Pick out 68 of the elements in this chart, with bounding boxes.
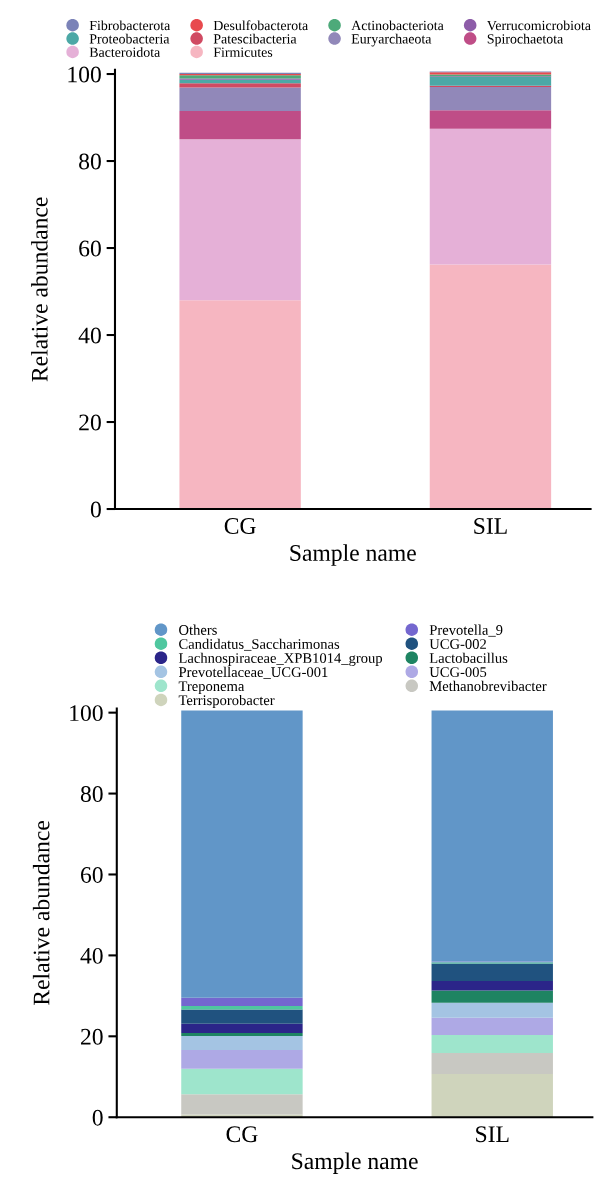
bar <box>179 87 301 111</box>
x-axis-title: Sample name <box>292 1152 418 1174</box>
legend-label: Firmicutes <box>213 47 273 57</box>
x-axis-title: Sample name <box>290 544 416 566</box>
y-tick-label: 40 <box>78 327 101 344</box>
y-axis-title: Relative abundance <box>31 197 48 382</box>
bar <box>431 990 553 1003</box>
y-tick-label: 0 <box>92 1109 103 1126</box>
legend-label: Bacteroidota <box>89 47 161 57</box>
legend-label: Treponema <box>178 681 245 695</box>
legend-label: Methanobrevibacter <box>429 680 547 692</box>
legend-label: Verrucomicrobiota <box>487 20 591 31</box>
legend-label: Others <box>179 624 217 635</box>
bar <box>431 963 553 981</box>
bar <box>181 1009 303 1024</box>
legend-label: Desulfobacterota <box>213 20 308 31</box>
legend-label: Euryarchaeota <box>351 33 432 47</box>
bar <box>431 1035 553 1053</box>
y-tick-label: 40 <box>80 947 103 964</box>
bar <box>181 1050 303 1069</box>
legend-label: Spirochaetota <box>487 33 564 47</box>
bar <box>431 710 553 962</box>
y-tick-label: 100 <box>70 705 103 722</box>
x-tick-label: SIL <box>474 518 507 534</box>
bar <box>181 997 303 1006</box>
y-tick-label: 0 <box>90 501 101 518</box>
y-tick-label: 80 <box>80 786 103 802</box>
legend-label: Candidatus_Saccharimonas <box>179 638 340 651</box>
bar <box>429 87 552 111</box>
bar <box>181 1005 303 1010</box>
x-tick-label: CG <box>226 1126 258 1143</box>
y-tick-label: 60 <box>81 866 103 883</box>
bar <box>429 264 552 510</box>
y-axis-title: Relative abundance <box>32 820 50 1005</box>
legend-label: Lachnospiraceae_XPB1014_group <box>178 652 383 666</box>
bar <box>181 1035 303 1051</box>
bar <box>179 83 301 88</box>
legend-label: UCG-005 <box>429 667 487 678</box>
legend-label: Actinobacteriota <box>351 20 444 31</box>
bar <box>179 111 301 140</box>
bar <box>181 1033 303 1036</box>
legend-label: Terrisporobacter <box>178 694 275 709</box>
legend-label: Patescibacteria <box>213 33 297 44</box>
bar <box>179 139 301 301</box>
bar <box>429 128 552 265</box>
bar <box>181 1023 303 1034</box>
legend-label: UCG-002 <box>429 639 486 649</box>
bar <box>181 710 303 998</box>
legend-label: Proteobacteria <box>89 33 170 44</box>
y-tick-label: 20 <box>79 414 101 431</box>
bar <box>429 77 552 86</box>
bar <box>431 1002 553 1018</box>
y-tick-label: 20 <box>81 1028 103 1045</box>
y-tick-label: 80 <box>79 153 101 170</box>
legend-label: Lactobacillus <box>429 652 508 663</box>
x-tick-label: SIL <box>476 1126 509 1143</box>
bar <box>431 980 553 991</box>
bar <box>179 300 301 510</box>
y-tick-label: 100 <box>68 66 101 83</box>
bar <box>181 1094 303 1115</box>
legend-label: Fibrobacterota <box>89 20 171 31</box>
legend-label: Prevotella_9 <box>429 624 503 637</box>
bar <box>429 110 552 129</box>
x-tick-label: CG <box>224 518 256 534</box>
bar <box>181 1068 303 1095</box>
legend-label: Prevotellaceae_UCG-001 <box>178 666 328 679</box>
bar <box>431 1017 553 1036</box>
y-tick-label: 60 <box>79 240 101 257</box>
